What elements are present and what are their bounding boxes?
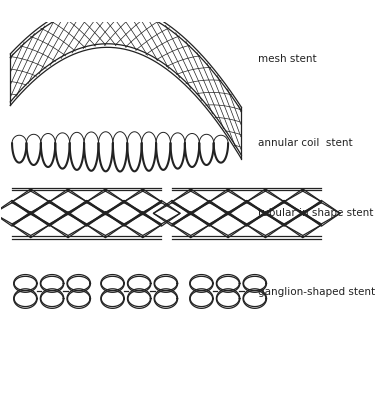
Text: ganglion-shaped stent: ganglion-shaped stent	[258, 287, 375, 297]
Text: mesh stent: mesh stent	[258, 54, 316, 64]
Text: annular coil  stent: annular coil stent	[258, 138, 352, 148]
Text: tubular in shape stent: tubular in shape stent	[258, 208, 373, 218]
